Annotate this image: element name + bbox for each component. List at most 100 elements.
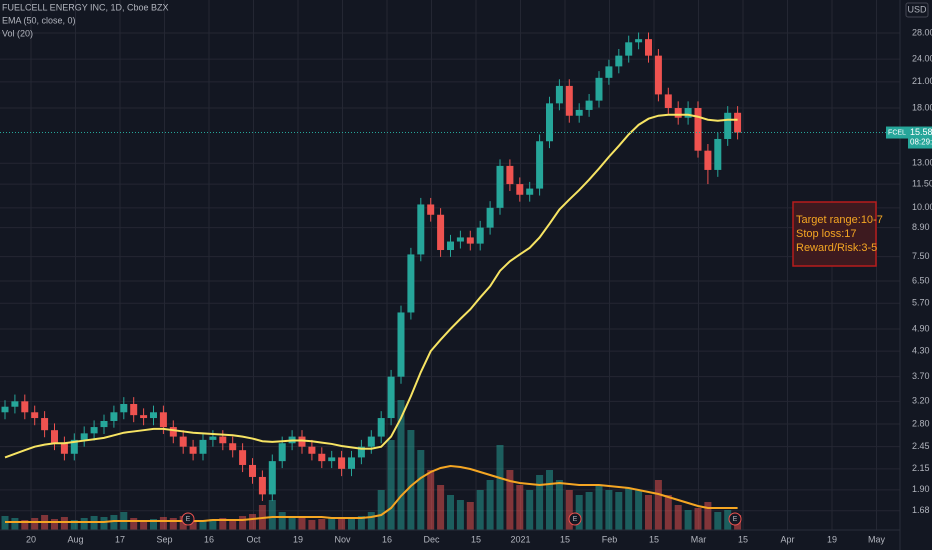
y-tick-label: 7.50: [912, 251, 930, 261]
x-tick-label: Oct: [246, 534, 261, 544]
x-tick-label: 19: [293, 534, 303, 544]
volume-bar: [348, 519, 355, 530]
candle-body: [654, 55, 662, 95]
volume-bar: [100, 517, 108, 530]
volume-bar: [229, 520, 237, 530]
candle-body: [447, 241, 454, 251]
candle-body: [476, 227, 484, 244]
x-tick-label: 15: [738, 534, 748, 544]
ticker-label: FCEL: [888, 129, 906, 136]
candle-body: [546, 103, 553, 142]
candle-body: [506, 165, 514, 185]
y-tick-label: 18.00: [912, 102, 932, 112]
y-tick-label: 2.15: [912, 463, 930, 473]
earnings-marker[interactable]: E: [181, 512, 195, 526]
candle-body: [357, 446, 365, 458]
candle-body: [437, 214, 445, 251]
candle-body: [278, 443, 286, 462]
earnings-label: E: [733, 516, 738, 523]
candle-body: [694, 108, 702, 151]
grid: [0, 0, 900, 530]
candle-body: [684, 108, 692, 118]
volume-bar: [80, 518, 88, 530]
candle-body: [456, 237, 464, 242]
candles: [1, 32, 742, 501]
x-tick-label: Dec: [423, 534, 440, 544]
x-tick-label: Sep: [156, 534, 172, 544]
volume-bar: [565, 490, 573, 530]
candle-body: [427, 204, 435, 215]
candle-body: [417, 204, 425, 255]
volume-bar: [437, 485, 445, 530]
x-tick-label: Feb: [602, 534, 618, 544]
y-tick-label: 24.00: [912, 54, 932, 64]
volume-bar: [239, 516, 247, 530]
earnings-marker[interactable]: E: [728, 512, 742, 526]
candle-body: [338, 457, 346, 469]
volume-bar: [367, 512, 375, 530]
volume-bar: [169, 518, 177, 530]
y-tick-label: 21.00: [912, 76, 932, 86]
y-tick-label: 28.00: [912, 27, 932, 37]
volume-bar: [476, 490, 484, 530]
volume-bar: [536, 475, 544, 530]
candle-body: [555, 85, 563, 104]
volume-bar: [605, 490, 613, 530]
volume-bar: [714, 512, 722, 530]
x-tick-label: 2021: [510, 534, 530, 544]
candle-body: [70, 439, 78, 454]
volume-bar: [199, 521, 207, 530]
candle-body: [318, 453, 326, 462]
y-tick-label: 13.00: [912, 158, 932, 168]
x-tick-label: 20: [26, 534, 36, 544]
candle-body: [1, 406, 9, 413]
x-tick-label: Aug: [67, 534, 83, 544]
candle-body: [585, 100, 593, 110]
volume-bar: [278, 512, 286, 530]
currency-badge[interactable]: [905, 2, 929, 18]
volume-bar: [60, 517, 68, 530]
volume-bar: [427, 470, 435, 530]
volume-bar: [11, 518, 19, 530]
x-tick-label: 15: [471, 534, 481, 544]
candle-body: [397, 312, 405, 377]
candle-body: [239, 450, 247, 465]
candle-body: [80, 433, 88, 440]
volume-bar: [674, 505, 682, 530]
candle-body: [120, 404, 128, 413]
ticker-badge: [886, 126, 908, 139]
candle-body: [110, 412, 118, 421]
volume-bar: [130, 518, 138, 530]
candle-body: [60, 443, 68, 454]
candle-body: [575, 109, 583, 116]
volume-bar: [268, 500, 276, 530]
volume-bar: [357, 516, 365, 530]
volume-bar: [298, 518, 306, 530]
candle-body: [219, 436, 227, 444]
volume-bar: [249, 514, 256, 530]
volume-bar: [496, 445, 504, 530]
price-label: 15.58: [910, 127, 932, 137]
candle-body: [130, 404, 138, 416]
y-tick-label: 11.50: [912, 178, 932, 188]
currency: USD: [907, 4, 927, 14]
volume-bar: [318, 519, 326, 530]
candle-body: [595, 77, 603, 101]
candle-body: [21, 401, 29, 413]
candle-body: [486, 207, 494, 228]
y-tick-label: 3.20: [912, 396, 930, 406]
x-tick-label: 19: [827, 534, 837, 544]
x-tick-label: 16: [204, 534, 214, 544]
annotation-line: Target range:10-7: [796, 214, 883, 226]
volume-bar: [654, 480, 662, 530]
earnings-marker[interactable]: E: [568, 512, 582, 526]
annotation-box[interactable]: [792, 201, 877, 267]
volume-bar: [585, 492, 593, 530]
candle-body: [199, 439, 207, 454]
volume-legend: Vol (20): [2, 28, 33, 38]
volume-bar: [417, 450, 425, 530]
candle-body: [625, 42, 633, 56]
price-badge: [908, 126, 932, 149]
x-tick-label: May: [868, 534, 886, 544]
